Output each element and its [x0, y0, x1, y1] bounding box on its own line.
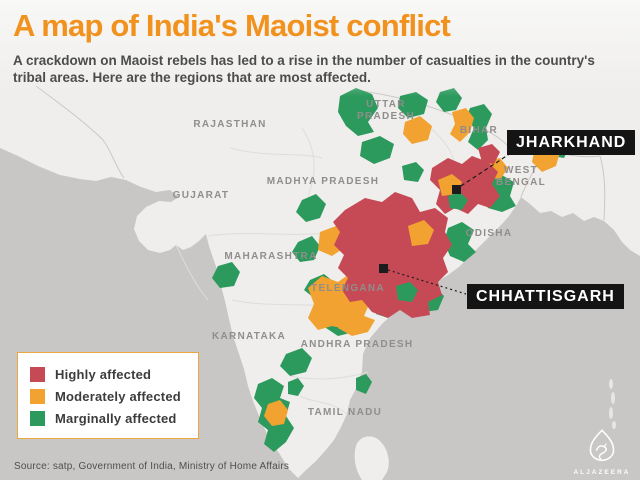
legend-item-highly: Highly affected	[30, 363, 192, 385]
aljazeera-flame-icon	[589, 429, 615, 462]
source-text: Source: satp, Government of India, Minis…	[14, 461, 290, 472]
callout-chhattisgarh: CHHATTISGARH	[467, 284, 624, 309]
page-subtitle: A crackdown on Maoist rebels has led to …	[13, 53, 595, 85]
page-title: A map of India's Maoist conflict	[13, 8, 451, 43]
legend-swatch-moderately	[30, 388, 45, 404]
jharkhand-marker	[452, 185, 461, 194]
legend-item-marginally: Marginally affected	[30, 407, 192, 429]
chhattisgarh-leader-line	[387, 269, 467, 295]
legend-item-moderately: Moderately affected	[30, 385, 192, 407]
aljazeera-logo: ALJAZEERA	[572, 429, 632, 476]
legend-label-moderately: Moderately affected	[55, 388, 181, 404]
callout-markers	[379, 152, 512, 295]
sri-lanka	[354, 436, 389, 480]
legend-swatch-marginally	[30, 410, 45, 426]
legend: Highly affected Moderately affected Marg…	[17, 352, 199, 439]
legend-swatch-highly	[30, 366, 45, 382]
aljazeera-wordmark: ALJAZEERA	[573, 469, 631, 476]
legend-label-highly: Highly affected	[55, 366, 152, 382]
legend-label-marginally: Marginally affected	[55, 410, 177, 426]
jharkhand-leader-line	[460, 152, 512, 187]
islands	[609, 379, 616, 429]
chhattisgarh-marker	[379, 264, 388, 273]
callout-jharkhand: JHARKHAND	[507, 130, 636, 155]
